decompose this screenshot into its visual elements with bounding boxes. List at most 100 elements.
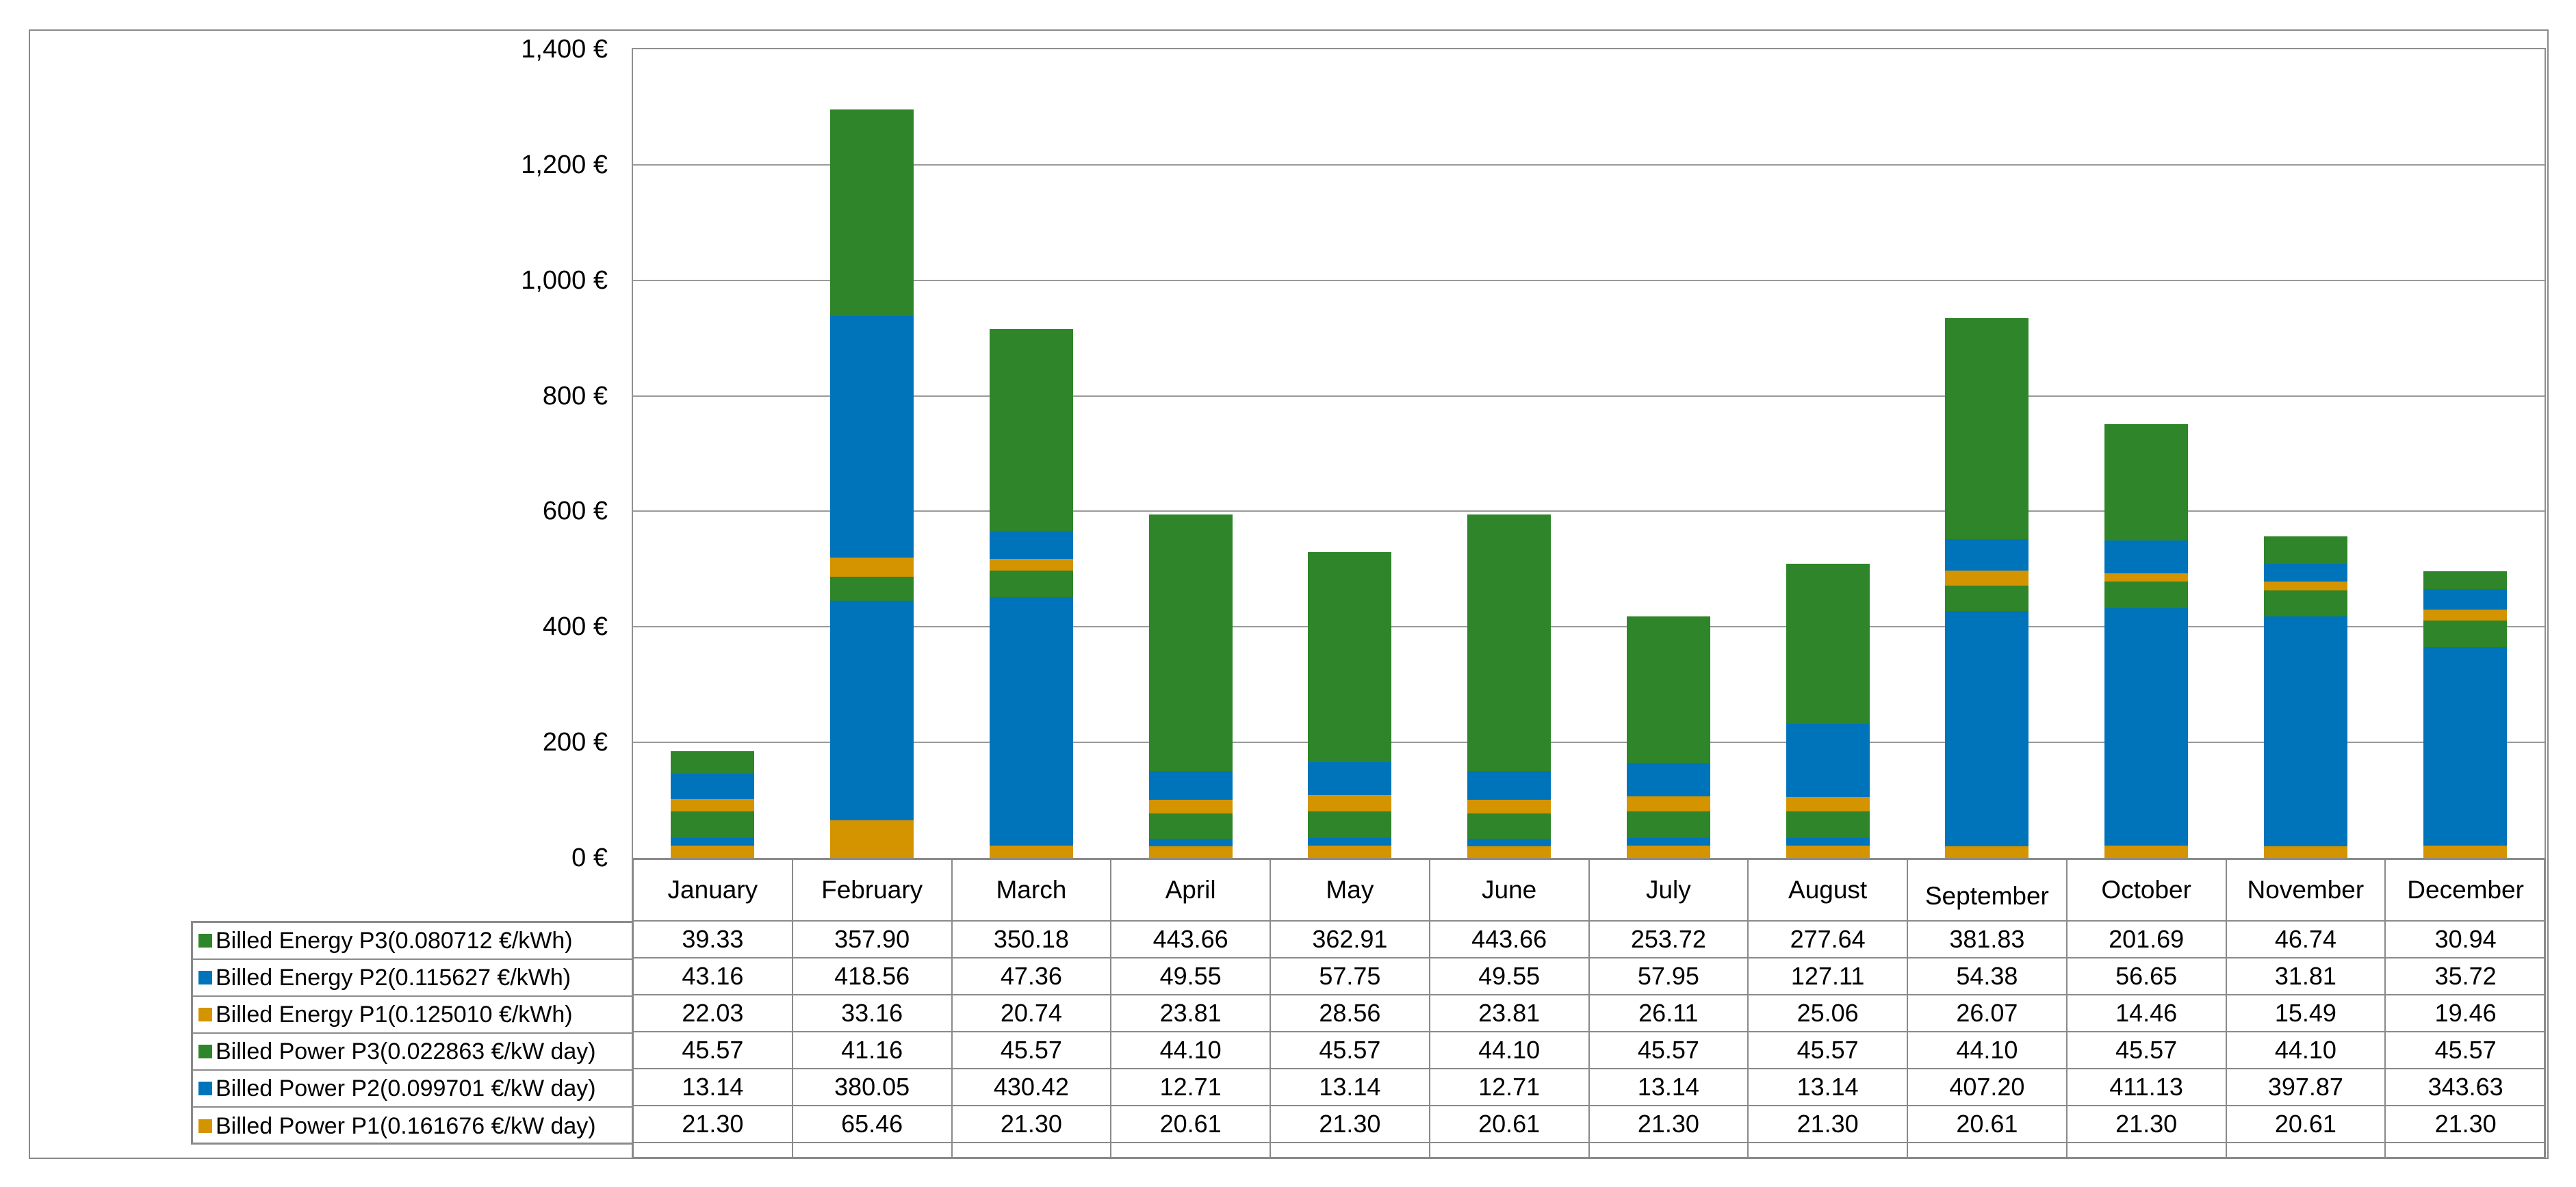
series-label: Billed Power P3(0.022863 €/kW day) [216,1038,596,1065]
value-cell: 56.65 [2067,958,2227,995]
bar-segment [2263,616,2347,846]
bar-segment [989,597,1073,846]
bar-segment [1786,811,1870,838]
bar-segment [1945,585,2029,611]
value-cell: 430.42 [952,1069,1112,1106]
table-divider [2225,1143,2227,1157]
bar-segment [2263,590,2347,616]
bar-segment [671,811,755,838]
bar-segment [2263,563,2347,582]
y-tick-label: 1,000 € [521,265,608,295]
value-cell: 381.83 [1908,922,2068,958]
row-label-cell: Billed Energy P1(0.125010 €/kWh) [193,997,632,1034]
gridline [633,626,2545,628]
bar-segment [1148,799,1233,813]
data-table: January February March April May June July Augu… [632,858,2546,1159]
plot-area [632,48,2546,858]
bar-segment [2104,573,2189,582]
bar-segment [989,846,1073,858]
bar-segment [989,329,1073,532]
value-cell: 25.06 [1749,995,1908,1032]
value-cell: 411.13 [2067,1069,2227,1106]
value-cell: 418.56 [793,958,953,995]
data-table-row-labels: Billed Energy P3(0.080712 €/kWh) Billed E… [191,921,632,1145]
y-tick-label: 200 € [542,728,608,757]
value-cell: 21.30 [1749,1106,1908,1143]
value-cell: 443.66 [1111,922,1271,958]
gridline [633,742,2545,744]
legend-key-icon [198,1082,212,1095]
bar-segment [2423,571,2507,589]
table-divider [2065,1143,2068,1157]
legend-key-icon [198,934,212,948]
bar-segment [1148,813,1233,839]
bar-segment [989,558,1073,571]
value-cell: 45.57 [634,1032,793,1069]
value-cell: 49.55 [1111,958,1271,995]
row-label-cell: Billed Energy P3(0.080712 €/kWh) [193,923,632,960]
value-cell: 44.10 [1430,1032,1590,1069]
bar-segment [1945,318,2029,539]
value-cell: 20.61 [1111,1106,1271,1143]
value-cell: 350.18 [952,922,1112,958]
table-divider [1588,1143,1590,1157]
value-cell: 12.71 [1430,1069,1590,1106]
value-cell: 20.61 [2226,1106,2386,1143]
bar-segment [830,820,914,858]
bar-segment [1786,846,1870,858]
value-cell: 22.03 [634,995,793,1032]
gridline [633,279,2545,281]
value-cell: 28.56 [1271,995,1430,1032]
bar-segment [1945,570,2029,586]
value-cell: 54.38 [1908,958,2068,995]
value-cell: 201.69 [2067,922,2227,958]
bar-segment [1148,838,1233,846]
month-header-cell: September [1908,860,2068,922]
bar-segment [671,751,755,774]
bar-segment [1467,813,1551,839]
value-cell: 44.10 [2226,1032,2386,1069]
series-label: Billed Energy P1(0.125010 €/kWh) [216,1001,573,1028]
bar-segment [1945,846,2029,858]
value-cell: 26.11 [1589,995,1749,1032]
bar-segment [1786,723,1870,798]
gridline [633,510,2545,512]
value-cell: 21.30 [1271,1106,1430,1143]
series-label: Billed Energy P2(0.115627 €/kWh) [216,964,571,991]
row-label-cell: Billed Power P2(0.099701 €/kW day) [193,1071,632,1108]
bar-segment [830,600,914,820]
table-divider [1110,1143,1112,1157]
value-cell: 23.81 [1111,995,1271,1032]
value-cell: 14.46 [2067,995,2227,1032]
bar-segment [1786,797,1870,812]
value-cell: 33.16 [793,995,953,1032]
table-divider [1907,1143,1908,1157]
legend-key-icon [198,1045,212,1058]
bar-segment [2423,588,2507,610]
value-cell: 19.46 [2386,995,2545,1032]
y-tick-label: 1,400 € [521,35,608,64]
bar-segment [2263,536,2347,564]
y-tick-label: 0 € [571,844,608,872]
value-cell: 127.11 [1749,958,1908,995]
value-cell: 45.57 [1589,1032,1749,1069]
bar-segment [830,315,914,558]
bar-segment [1626,846,1710,858]
value-cell: 35.72 [2386,958,2545,995]
bar-segment [1786,837,1870,846]
bar-segment [2104,424,2189,541]
bar-segment [671,837,755,846]
bar-segment [1945,538,2029,571]
y-tick-label: 800 € [542,381,608,410]
value-cell: 20.61 [1430,1106,1590,1143]
table-divider [951,1143,953,1157]
bar-segment [1148,770,1233,800]
value-cell: 30.94 [2386,922,2545,958]
bar-segment [830,577,914,601]
value-cell: 41.16 [793,1032,953,1069]
value-cell: 15.49 [2226,995,2386,1032]
bar-segment [1626,763,1710,797]
value-cell: 443.66 [1430,922,1590,958]
value-cell: 65.46 [793,1106,953,1143]
